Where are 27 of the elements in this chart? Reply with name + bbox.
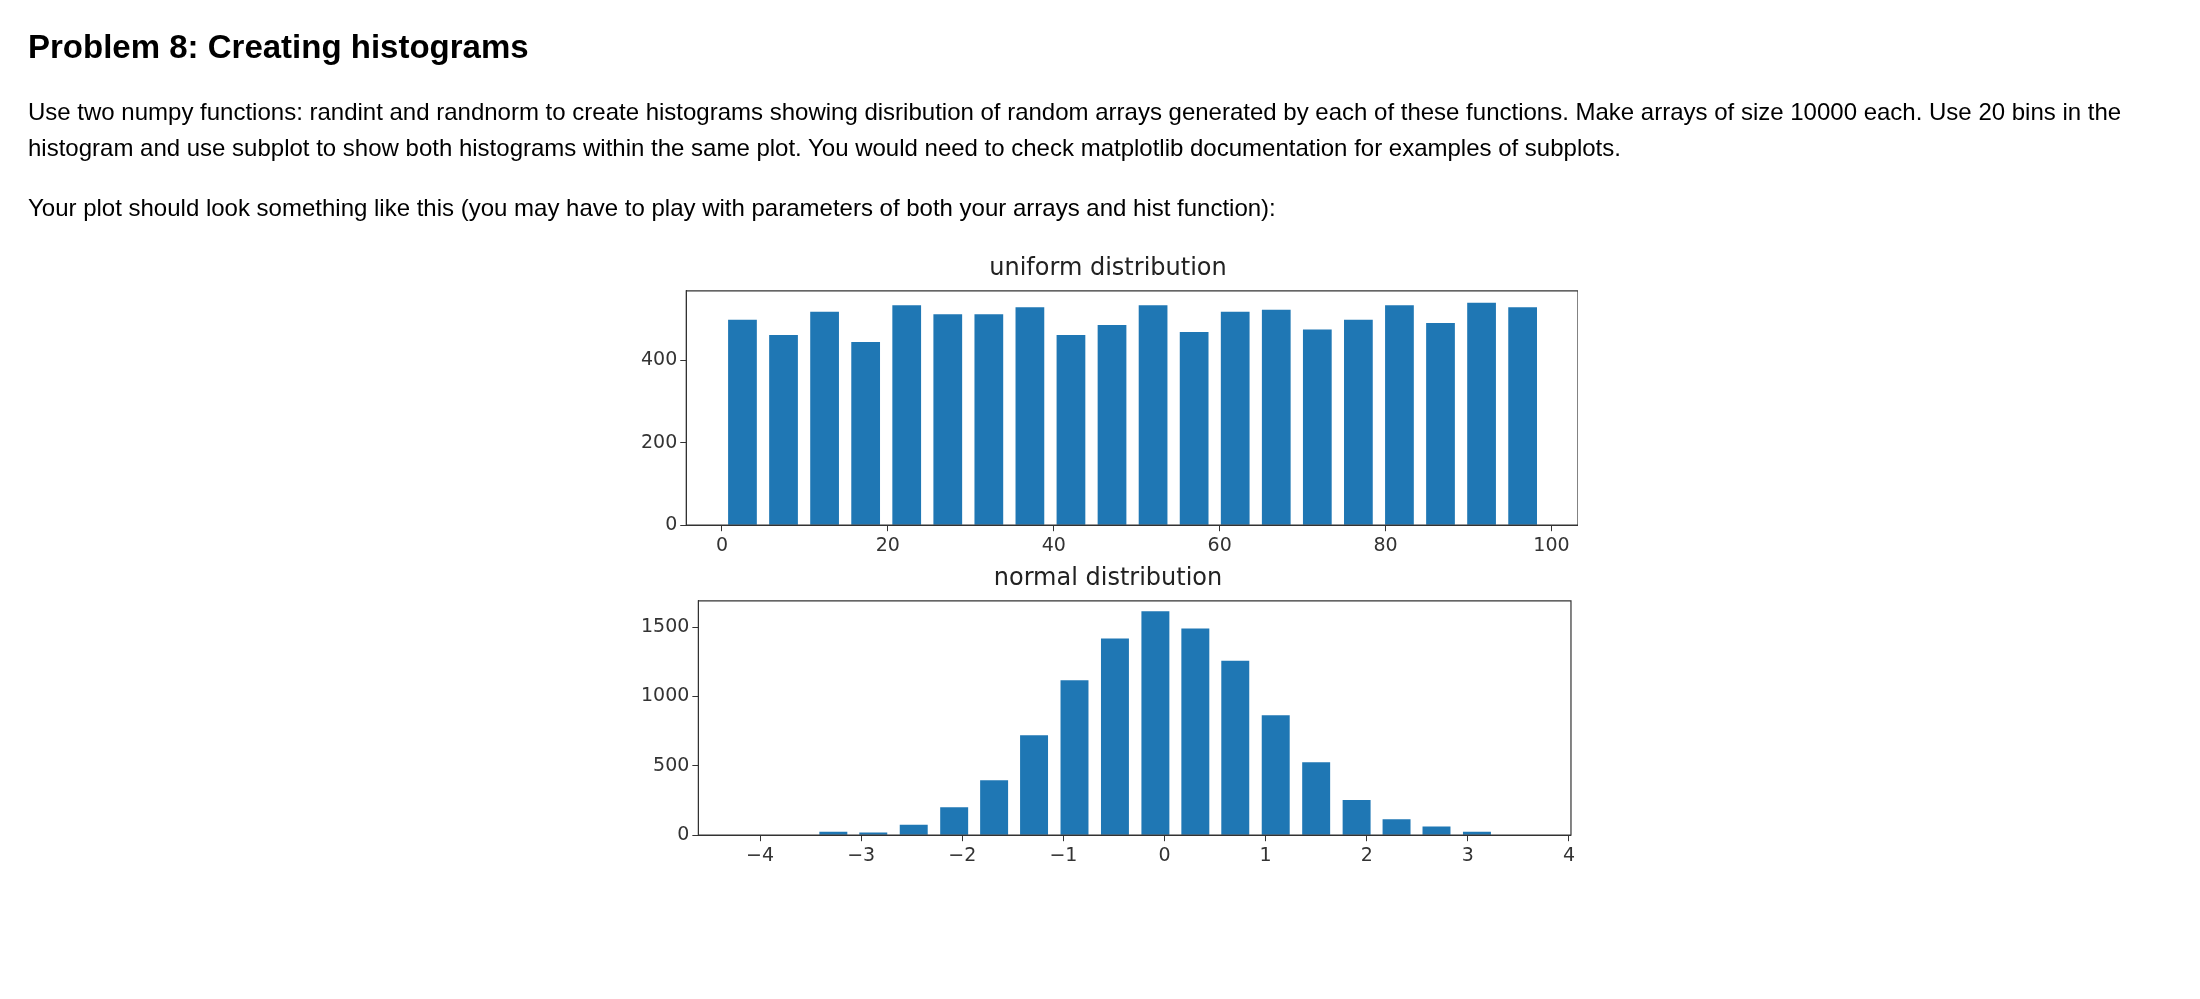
y-tick-label: 1500: [640, 614, 690, 637]
y-tick-label: 1000: [640, 683, 690, 706]
y-tick-label: 0: [665, 512, 678, 535]
x-tick-label: 40: [1041, 532, 1066, 555]
chart-title: normal distribution: [993, 562, 1223, 591]
x-tick-label: −2: [948, 842, 977, 865]
x-tick-label: 100: [1533, 532, 1570, 555]
x-tick-label: 0: [1158, 842, 1171, 865]
y-tick-label: 200: [641, 429, 678, 452]
text: Problem 8: Creating histograms: [28, 28, 530, 66]
x-tick-label: 80: [1373, 532, 1398, 555]
x-tick-label: −4: [746, 842, 775, 865]
y-tick-label: 0: [677, 822, 690, 845]
text: Use two numpy functions: randint and randnorm to create histograms showing disribution of random arrays generated by each of these functions. Make arrays of size 10000 each. Use 20 bins in the histogram and use subplot to show both histograms within the same plot. You would need to check matplotlib documentation for examples of subplots.: [28, 97, 2123, 163]
x-tick-label: 60: [1207, 532, 1232, 555]
x-tick-label: 4: [1562, 842, 1575, 865]
y-tick-label: 400: [641, 347, 678, 370]
x-tick-label: −3: [847, 842, 876, 865]
y-tick-label: 500: [653, 752, 690, 775]
x-tick-label: 1: [1259, 842, 1272, 865]
chart-title: uniform distribution: [989, 252, 1227, 281]
text: Your plot should look something like this (you may have to play with parameters of both your arrays and hist function):: [28, 193, 1277, 223]
x-tick-label: 0: [715, 532, 728, 555]
x-tick-label: 2: [1360, 842, 1373, 865]
x-tick-label: 20: [875, 532, 900, 555]
x-tick-label: 3: [1461, 842, 1474, 865]
x-tick-label: −1: [1049, 842, 1078, 865]
